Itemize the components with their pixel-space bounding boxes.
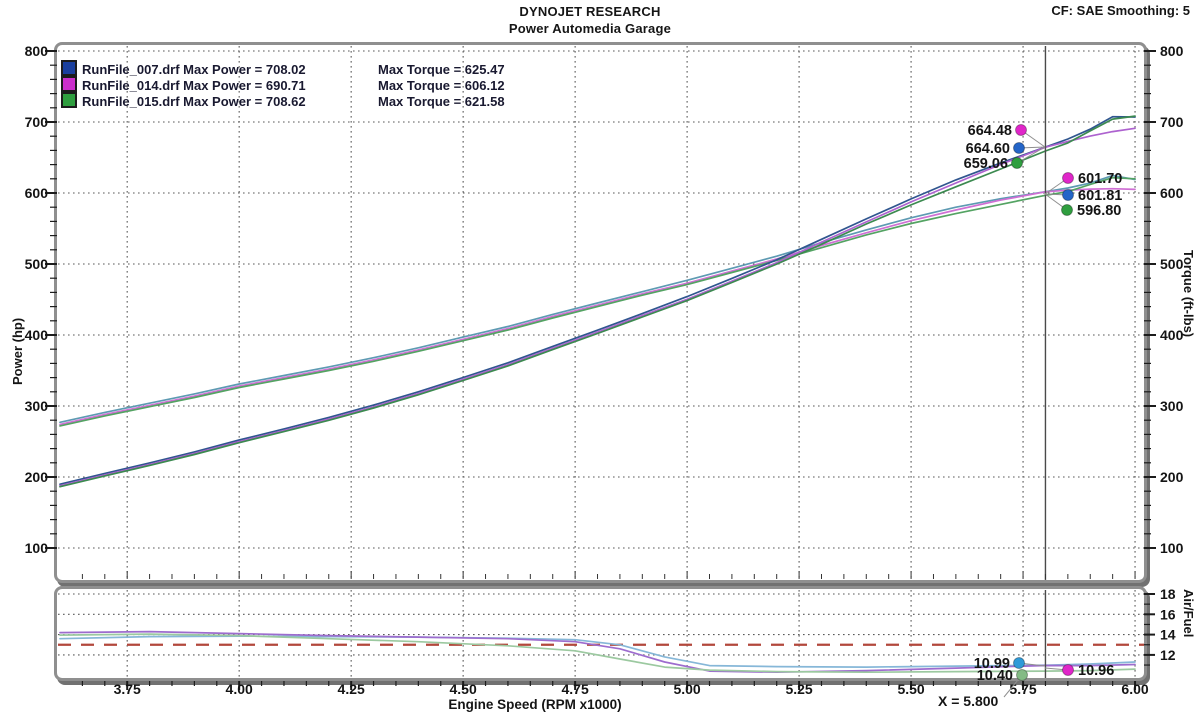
torque-tick-label: 300 — [1160, 398, 1184, 414]
legend-torque-label: Max Torque = 625.47 — [378, 62, 505, 77]
power-axis-title: Power (hp) — [10, 317, 25, 385]
rpm-tick-label: 4.25 — [338, 681, 365, 697]
legend-row-runfile-015[interactable]: RunFile_015.drf Max Power = 708.62 Max To… — [61, 92, 505, 109]
legend-file-power-label: RunFile_007.drf Max Power = 708.02 — [82, 62, 306, 77]
power-tick-label: 500 — [25, 256, 49, 272]
power-tick-label: 600 — [25, 185, 49, 201]
torque-tick-label: 700 — [1160, 114, 1184, 130]
legend-torque-label: Max Torque = 621.58 — [378, 94, 505, 109]
power-tick-label: 200 — [25, 469, 49, 485]
af-tick-label: 16 — [1160, 606, 1176, 622]
air-fuel-axis-title: Air/Fuel — [1181, 589, 1196, 638]
torque-axis-title: Torque (ft-lbs) — [1181, 250, 1196, 338]
legend-row-runfile-014[interactable]: RunFile_014.drf Max Power = 690.71 Max To… — [61, 76, 505, 93]
rpm-tick-label: 3.75 — [114, 681, 141, 697]
power-tick-label: 800 — [25, 43, 49, 59]
power-tick-label: 100 — [25, 540, 49, 556]
power-torque-panel — [54, 42, 1147, 583]
torque-tick-label: 600 — [1160, 185, 1184, 201]
rpm-tick-label: 5.50 — [897, 681, 924, 697]
run-legend: RunFile_007.drf Max Power = 708.02 Max To… — [61, 60, 505, 109]
legend-file-power-label: RunFile_015.drf Max Power = 708.62 — [82, 94, 306, 109]
af-tick-label: 18 — [1160, 586, 1176, 602]
runfile-014-swatch-icon — [61, 76, 77, 92]
air-fuel-panel — [54, 586, 1147, 681]
cursor-position-label: X = 5.800 — [938, 693, 999, 709]
correction-smoothing-label: CF: SAE Smoothing: 5 — [1051, 3, 1190, 18]
runfile-007-swatch-icon — [61, 60, 77, 76]
rpm-tick-label: 4.00 — [226, 681, 253, 697]
rpm-tick-label: 5.25 — [785, 681, 812, 697]
runfile-015-swatch-icon — [61, 92, 77, 108]
torque-tick-label: 100 — [1160, 540, 1184, 556]
rpm-tick-label: 6.00 — [1121, 681, 1148, 697]
legend-torque-label: Max Torque = 606.12 — [378, 78, 505, 93]
power-tick-label: 700 — [25, 114, 49, 130]
chart-subtitle: Power Automedia Garage — [508, 21, 672, 36]
af-tick-label: 14 — [1160, 627, 1176, 643]
legend-row-runfile-007[interactable]: RunFile_007.drf Max Power = 708.02 Max To… — [61, 60, 505, 77]
torque-tick-label: 200 — [1160, 469, 1184, 485]
torque-tick-label: 800 — [1160, 43, 1184, 59]
rpm-tick-label: 4.75 — [561, 681, 588, 697]
rpm-tick-label: 4.50 — [450, 681, 477, 697]
power-tick-label: 400 — [25, 327, 49, 343]
engine-speed-axis-title: Engine Speed (RPM x1000) — [448, 697, 622, 712]
af-tick-label: 12 — [1160, 647, 1176, 663]
chart-title: DYNOJET RESEARCH — [519, 4, 661, 19]
legend-file-power-label: RunFile_014.drf Max Power = 690.71 — [82, 78, 306, 93]
rpm-tick-label: 5.75 — [1009, 681, 1036, 697]
rpm-tick-label: 5.00 — [673, 681, 700, 697]
power-tick-label: 300 — [25, 398, 49, 414]
